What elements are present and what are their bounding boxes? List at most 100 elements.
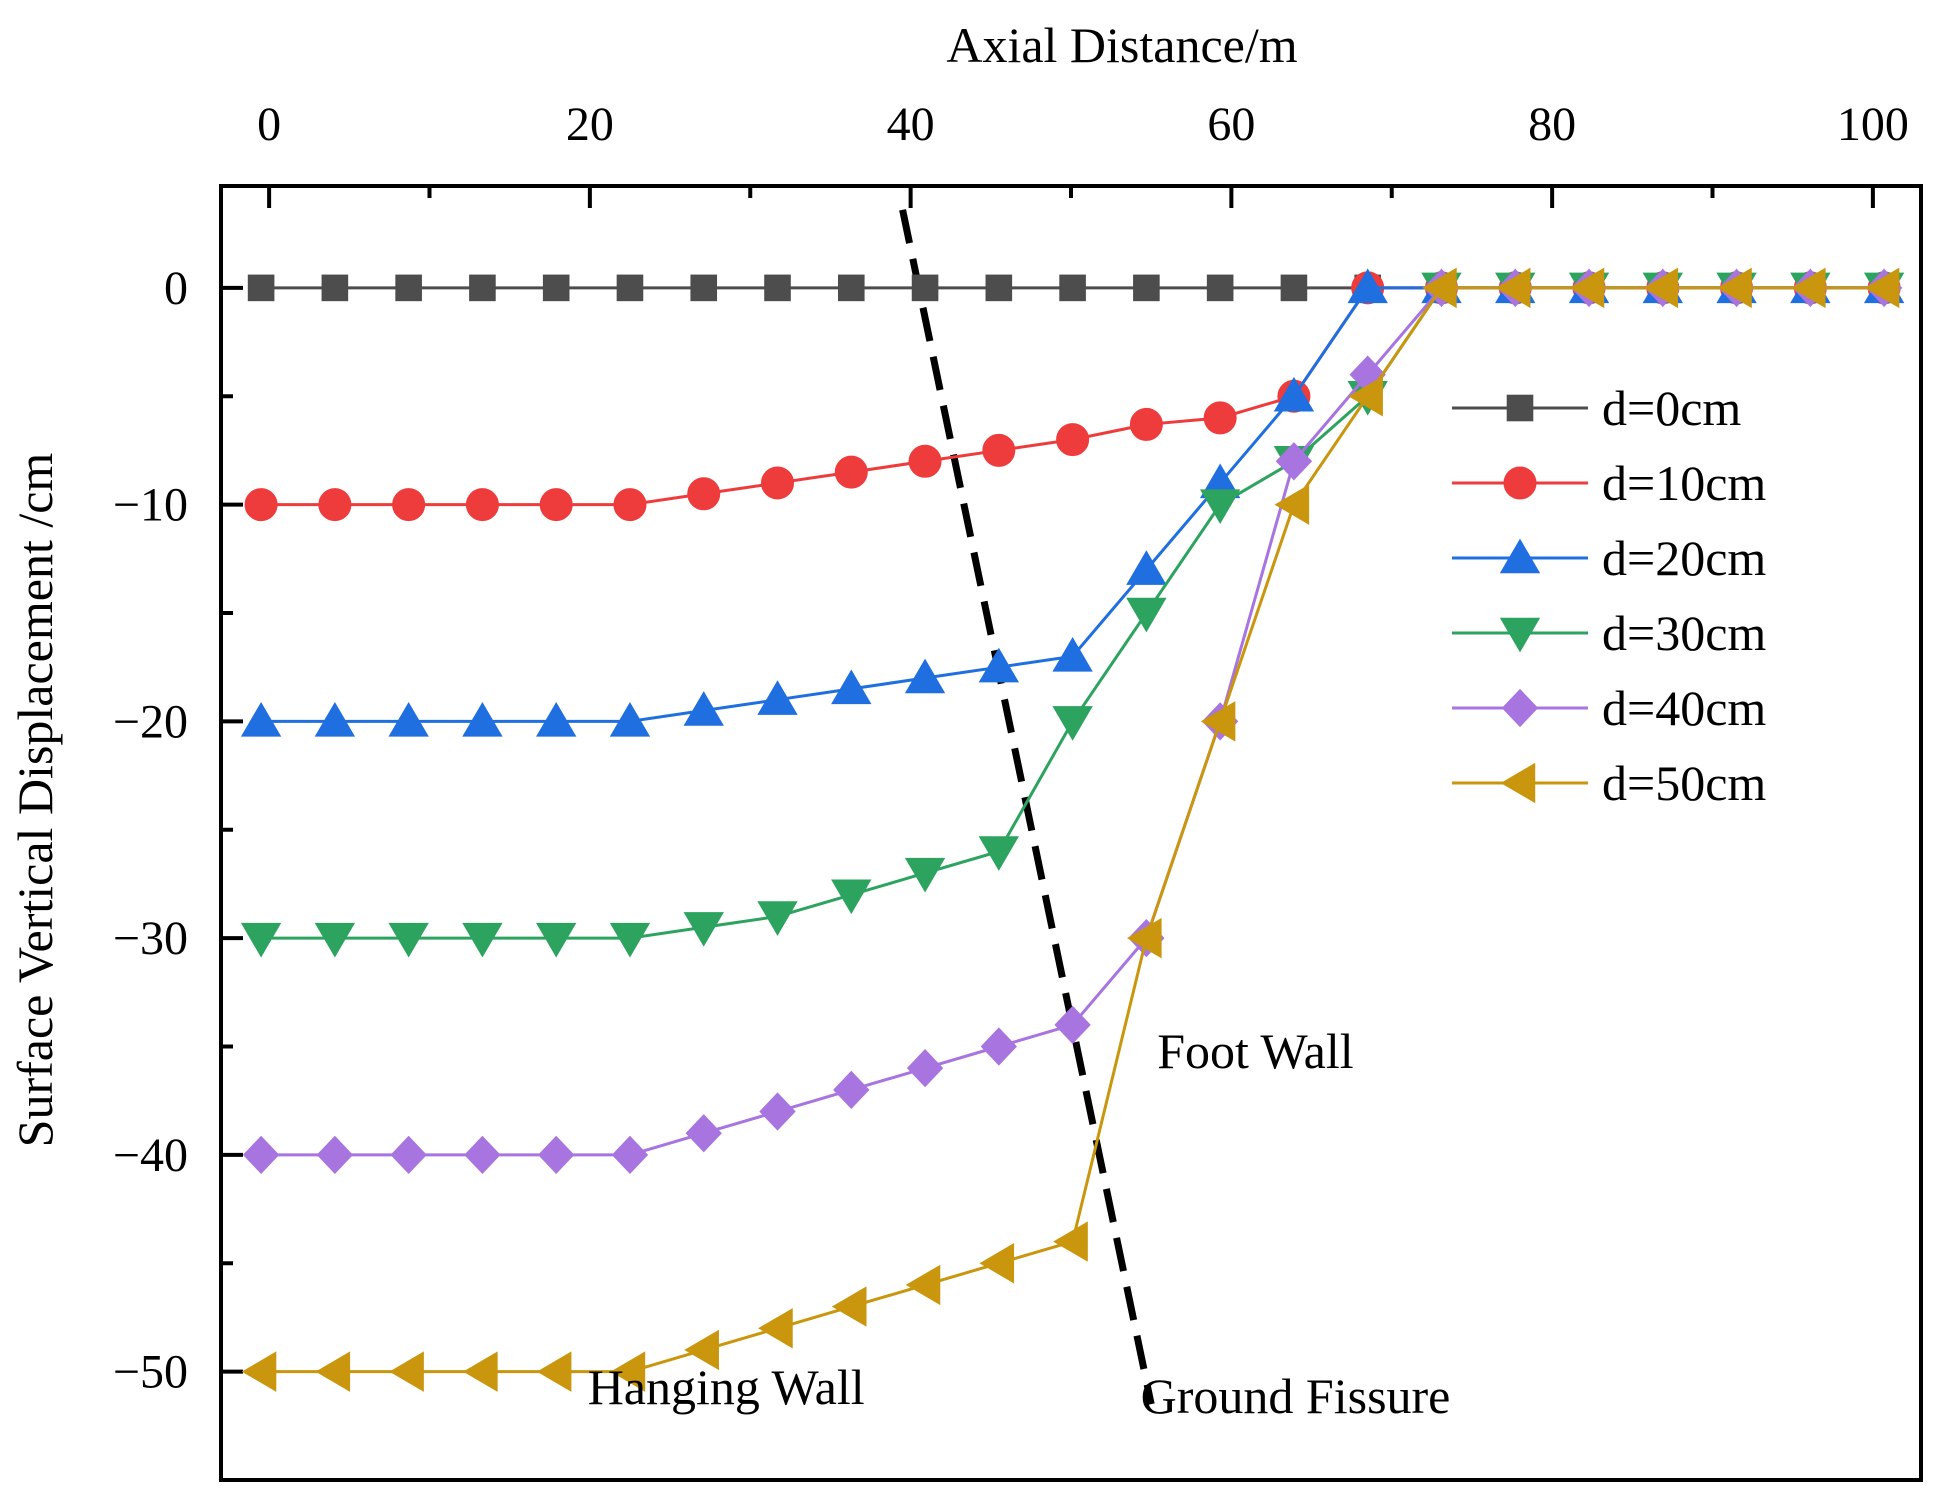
data-point — [1275, 442, 1313, 481]
y-tick-label: −20 — [113, 695, 188, 748]
x-tick-label: 100 — [1837, 98, 1909, 151]
data-point — [388, 701, 429, 737]
y-tick-label: −50 — [113, 1346, 188, 1399]
data-point — [758, 1308, 793, 1349]
data-point — [610, 1351, 646, 1392]
fissure-dashed-line — [899, 209, 1155, 1405]
data-point — [538, 1135, 575, 1175]
ground-fissure-line — [899, 209, 1155, 1405]
data-point — [241, 1351, 277, 1392]
data-point — [759, 1092, 796, 1131]
legend-marker — [1499, 538, 1541, 574]
data-point — [1129, 407, 1163, 441]
legend-marker — [1501, 688, 1539, 728]
data-point — [837, 274, 865, 302]
data-point — [1053, 1221, 1088, 1262]
data-point — [831, 879, 872, 915]
data-point — [1126, 550, 1167, 585]
legend-label: d=20cm — [1602, 530, 1766, 586]
data-point — [904, 857, 946, 893]
legend-item: d=0cm — [1452, 380, 1741, 436]
data-point — [469, 274, 496, 302]
data-point — [978, 836, 1020, 871]
annotation-label: Hanging Wall — [588, 1359, 865, 1415]
legend-item: d=40cm — [1452, 680, 1766, 736]
data-point — [764, 274, 791, 302]
y-tick-label: −10 — [113, 479, 188, 532]
data-point — [244, 488, 278, 522]
legend-marker — [1503, 466, 1537, 500]
data-point — [833, 1070, 870, 1109]
legend-item: d=50cm — [1452, 755, 1766, 811]
data-point — [1790, 267, 1826, 309]
data-point — [613, 488, 647, 522]
y-tick-label: 0 — [164, 262, 188, 315]
data-point — [978, 647, 1020, 683]
legend-item: d=10cm — [1452, 455, 1766, 511]
data-point — [395, 274, 422, 302]
data-point — [1717, 267, 1752, 309]
data-point — [1203, 401, 1237, 435]
data-point — [314, 701, 356, 737]
data-point — [683, 912, 724, 947]
data-point — [1133, 274, 1160, 302]
data-point — [683, 691, 724, 726]
data-point — [1280, 274, 1308, 302]
legend-label: d=50cm — [1602, 755, 1766, 811]
y-tick-label: −40 — [113, 1129, 188, 1182]
data-point — [684, 1329, 719, 1371]
y-tick-label: −30 — [113, 912, 188, 965]
data-point — [685, 1114, 722, 1153]
data-point — [985, 274, 1013, 302]
data-point — [535, 701, 577, 737]
data-point — [687, 477, 721, 511]
x-tick-label: 20 — [566, 98, 614, 151]
data-point — [388, 922, 429, 958]
data-point — [1126, 597, 1167, 633]
x-axis-title: Axial Distance/m — [946, 17, 1297, 73]
annotation-label: Foot Wall — [1157, 1023, 1353, 1079]
data-point — [542, 274, 570, 302]
data-point — [979, 1243, 1015, 1284]
data-point — [1200, 701, 1236, 742]
data-point — [609, 922, 651, 958]
y-axis-title: Surface Vertical Displacement /cm — [7, 453, 63, 1148]
data-point — [392, 488, 426, 522]
data-point — [690, 274, 718, 302]
legend-marker — [1500, 762, 1536, 804]
data-point — [462, 922, 503, 958]
data-point — [242, 1135, 280, 1175]
annotation-label: Ground Fissure — [1141, 1368, 1451, 1424]
data-point — [240, 922, 282, 958]
data-point — [240, 701, 282, 737]
data-point — [1052, 636, 1093, 672]
data-point — [831, 1286, 867, 1327]
data-point — [1059, 274, 1086, 302]
data-point — [1569, 267, 1605, 309]
data-point — [757, 680, 798, 715]
data-point — [834, 455, 868, 489]
data-point — [761, 466, 795, 500]
data-point — [911, 274, 939, 302]
x-tick-label: 60 — [1207, 98, 1255, 151]
data-point — [464, 1135, 501, 1175]
x-axis-ticks: 0 20 40 60 80 100 — [257, 98, 1909, 208]
data-point — [1054, 1005, 1091, 1044]
legend-label: d=40cm — [1602, 680, 1766, 736]
data-point — [904, 658, 946, 694]
data-point — [314, 922, 356, 958]
data-point — [315, 1351, 351, 1392]
data-point — [757, 901, 798, 936]
data-point — [536, 1351, 572, 1392]
x-tick-label: 40 — [887, 98, 935, 151]
data-point — [1347, 268, 1388, 304]
data-point — [462, 701, 503, 737]
data-point — [1273, 376, 1315, 412]
data-point — [535, 922, 577, 958]
legend-item: d=30cm — [1452, 605, 1766, 661]
data-point — [321, 274, 349, 302]
series-layer — [240, 267, 1905, 1392]
data-point — [1052, 706, 1093, 741]
data-point — [831, 669, 872, 705]
